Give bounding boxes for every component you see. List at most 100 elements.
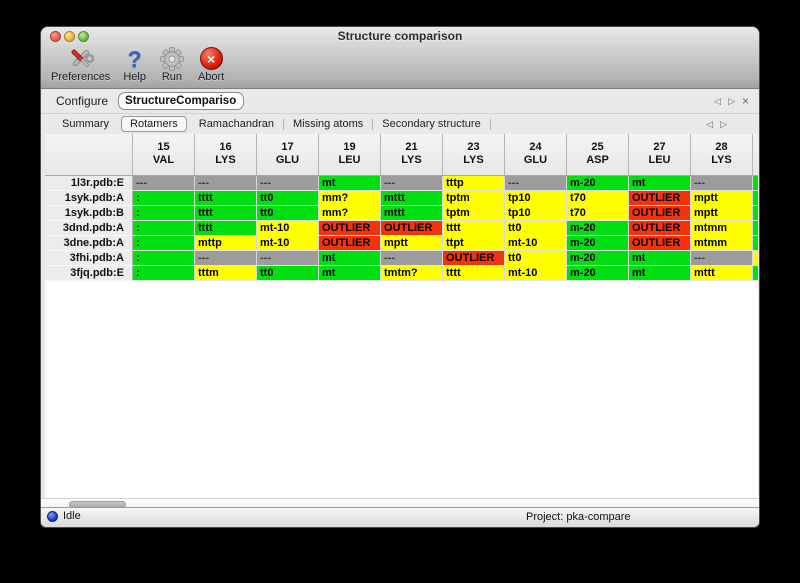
- rotamer-cell[interactable]: :: [133, 191, 195, 206]
- rotamer-cell[interactable]: mt: [319, 251, 381, 266]
- rotamer-cell[interactable]: tptm: [443, 206, 505, 221]
- rotamer-cell[interactable]: mt: [629, 251, 691, 266]
- rotamer-cell[interactable]: m-20: [567, 266, 629, 281]
- rotamer-cell[interactable]: ---: [381, 251, 443, 266]
- rotamer-cell[interactable]: OUTLIER: [629, 236, 691, 251]
- rotamer-cell[interactable]: mptt: [691, 191, 753, 206]
- rotamer-cell[interactable]: tttt: [443, 221, 505, 236]
- rotamer-cell[interactable]: mttt: [691, 266, 753, 281]
- rotamer-cell[interactable]: ttpt: [443, 236, 505, 251]
- rotamer-cell[interactable]: OUTLIER: [629, 206, 691, 221]
- rotamer-cell[interactable]: tp10: [505, 206, 567, 221]
- rotamer-cell[interactable]: tt0: [257, 206, 319, 221]
- row-label-3dnd-pdb-A[interactable]: 3dnd.pdb:A: [45, 221, 133, 236]
- prev-configure-arrow-icon[interactable]: ◁: [714, 95, 722, 106]
- rotamer-cell[interactable]: ---: [691, 251, 753, 266]
- close-configure-icon[interactable]: ×: [741, 94, 749, 108]
- rotamer-cell[interactable]: tptm: [443, 191, 505, 206]
- rotamer-cell[interactable]: ---: [691, 176, 753, 191]
- column-header-25[interactable]: 25 ASP: [567, 134, 629, 176]
- column-header-16[interactable]: 16 LYS: [195, 134, 257, 176]
- rotamer-cell[interactable]: :: [133, 206, 195, 221]
- rotamer-cell[interactable]: :: [133, 251, 195, 266]
- rotamer-cell[interactable]: mt-10: [505, 236, 567, 251]
- abort-button[interactable]: × Abort: [198, 45, 224, 83]
- row-label-3fhi-pdb-A[interactable]: 3fhi.pdb:A: [45, 251, 133, 266]
- rotamer-cell[interactable]: tttt: [195, 221, 257, 236]
- rotamer-cell[interactable]: OUTLIER: [319, 236, 381, 251]
- rotamer-cell[interactable]: mt: [319, 266, 381, 281]
- rotamer-cell[interactable]: mtmm: [691, 236, 753, 251]
- row-label-3fjq-pdb-E[interactable]: 3fjq.pdb:E: [45, 266, 133, 281]
- rotamer-cell[interactable]: :: [133, 266, 195, 281]
- close-window-button[interactable]: [50, 31, 61, 42]
- rotamer-cell[interactable]: tttt: [195, 191, 257, 206]
- rotamer-cell[interactable]: OUTLIER: [443, 251, 505, 266]
- configure-name-input[interactable]: [118, 92, 245, 110]
- rotamer-cell[interactable]: mm?: [319, 191, 381, 206]
- rotamer-cell[interactable]: mt: [629, 176, 691, 191]
- tab-secondary-structure[interactable]: Secondary structure: [382, 118, 481, 130]
- column-header-19[interactable]: 19 LEU: [319, 134, 381, 176]
- rotamer-cell[interactable]: tttt: [443, 266, 505, 281]
- rotamer-cell[interactable]: tttt: [195, 206, 257, 221]
- rotamer-cell[interactable]: m-20: [567, 176, 629, 191]
- rotamer-cell[interactable]: mptt: [381, 236, 443, 251]
- preferences-button[interactable]: Preferences: [51, 45, 110, 83]
- column-header-23[interactable]: 23 LYS: [443, 134, 505, 176]
- rotamer-cell[interactable]: t70: [567, 191, 629, 206]
- rotamer-cell[interactable]: mptt: [691, 206, 753, 221]
- rotamer-cell[interactable]: tttp: [443, 176, 505, 191]
- rotamer-cell[interactable]: m-20: [567, 236, 629, 251]
- rotamer-cell[interactable]: ---: [133, 176, 195, 191]
- rotamer-cell[interactable]: ---: [505, 176, 567, 191]
- rotamer-cell[interactable]: OUTLIER: [381, 221, 443, 236]
- row-label-1l3r-pdb-E[interactable]: 1l3r.pdb:E: [45, 176, 133, 191]
- tab-summary[interactable]: Summary: [62, 118, 110, 130]
- rotamer-cell[interactable]: mt: [319, 176, 381, 191]
- tab-ramachandran[interactable]: Ramachandran: [198, 118, 274, 130]
- row-label-1syk-pdb-B[interactable]: 1syk.pdb:B: [45, 206, 133, 221]
- rotamer-cell[interactable]: tt0: [505, 221, 567, 236]
- column-header-27[interactable]: 27 LEU: [629, 134, 691, 176]
- rotamer-cell[interactable]: OUTLIER: [319, 221, 381, 236]
- run-button[interactable]: Run: [159, 45, 185, 83]
- rotamer-cell[interactable]: OUTLIER: [629, 221, 691, 236]
- rotamer-cell[interactable]: tmtm?: [381, 266, 443, 281]
- tab-missing-atoms[interactable]: Missing atoms: [292, 118, 364, 130]
- column-header-17[interactable]: 17 GLU: [257, 134, 319, 176]
- rotamer-cell[interactable]: mt-10: [257, 221, 319, 236]
- rotamer-cell[interactable]: mt-10: [505, 266, 567, 281]
- rotamer-cell[interactable]: ---: [257, 251, 319, 266]
- rotamer-cell[interactable]: mt-10: [257, 236, 319, 251]
- column-header-28[interactable]: 28 LYS: [691, 134, 753, 176]
- rotamer-cell[interactable]: :: [133, 236, 195, 251]
- rotamer-cell[interactable]: tt0: [257, 191, 319, 206]
- rotamer-cell[interactable]: mtmm: [691, 221, 753, 236]
- rotamer-cell[interactable]: mttt: [381, 191, 443, 206]
- zoom-window-button[interactable]: [78, 31, 89, 42]
- titlebar[interactable]: Structure comparison: [41, 27, 759, 45]
- rotamer-cell[interactable]: m-20: [567, 221, 629, 236]
- rotamer-cell[interactable]: mm?: [319, 206, 381, 221]
- tab-rotamers[interactable]: Rotamers: [121, 116, 187, 132]
- rotamer-cell[interactable]: tp10: [505, 191, 567, 206]
- rotamer-cell[interactable]: tt0: [505, 251, 567, 266]
- rotamer-cell[interactable]: ---: [381, 176, 443, 191]
- rotamer-cell[interactable]: m-20: [567, 251, 629, 266]
- row-label-3dne-pdb-A[interactable]: 3dne.pdb:A: [45, 236, 133, 251]
- prev-tab-arrow-icon[interactable]: ◁: [706, 118, 714, 129]
- next-configure-arrow-icon[interactable]: ▷: [728, 95, 735, 106]
- rotamer-cell[interactable]: tttm: [195, 266, 257, 281]
- rotamer-cell[interactable]: ---: [195, 251, 257, 266]
- column-header-21[interactable]: 21 LYS: [381, 134, 443, 176]
- help-button[interactable]: ? Help: [123, 45, 146, 84]
- next-tab-arrow-icon[interactable]: ▷: [720, 118, 727, 129]
- rotamer-cell[interactable]: t70: [567, 206, 629, 221]
- rotamer-cell[interactable]: :: [133, 221, 195, 236]
- column-header-24[interactable]: 24 GLU: [505, 134, 567, 176]
- row-label-1syk-pdb-A[interactable]: 1syk.pdb:A: [45, 191, 133, 206]
- rotamer-cell[interactable]: mttt: [381, 206, 443, 221]
- rotamer-cell[interactable]: tt0: [257, 266, 319, 281]
- minimize-window-button[interactable]: [64, 31, 75, 42]
